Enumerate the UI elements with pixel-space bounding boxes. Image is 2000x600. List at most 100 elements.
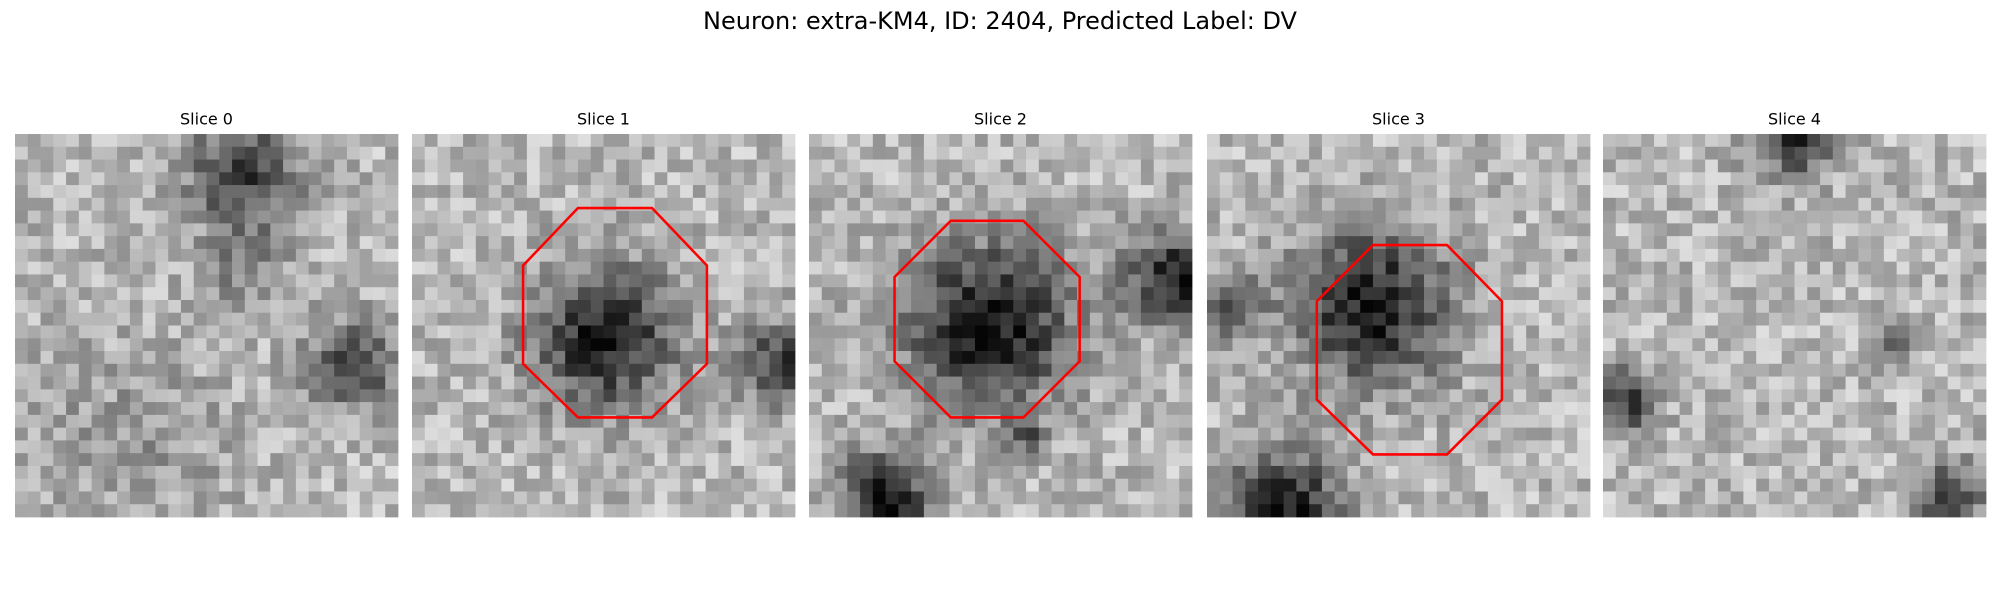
pixel <box>104 197 118 211</box>
pixel <box>1628 261 1642 275</box>
pixel <box>898 491 912 505</box>
pixel <box>847 389 861 403</box>
pixel <box>372 146 386 160</box>
pixel <box>1896 478 1910 492</box>
pixel <box>552 491 566 505</box>
pixel <box>616 427 630 441</box>
pixel <box>40 146 54 160</box>
pixel <box>450 299 464 314</box>
pixel <box>1360 248 1374 263</box>
pixel <box>514 491 528 505</box>
pixel <box>821 299 835 314</box>
pixel <box>769 491 783 505</box>
pixel <box>1717 223 1732 237</box>
pixel <box>731 236 745 250</box>
pixel <box>565 351 579 365</box>
pixel <box>962 312 976 326</box>
pixel <box>334 312 348 326</box>
pixel <box>1487 325 1502 339</box>
pixel <box>1398 414 1412 429</box>
pixel <box>1551 414 1565 429</box>
pixel <box>1538 210 1553 224</box>
pixel <box>1424 134 1438 148</box>
pixel <box>1089 146 1104 160</box>
pixel <box>321 159 335 173</box>
pixel <box>193 197 207 211</box>
pixel <box>437 389 451 403</box>
pixel <box>872 146 886 160</box>
pixel <box>1781 261 1795 275</box>
pixel <box>346 172 361 186</box>
pixel <box>1679 338 1693 352</box>
pixel <box>1564 351 1578 365</box>
pixel <box>782 172 796 186</box>
pixel <box>718 389 732 403</box>
pixel <box>40 351 54 365</box>
pixel <box>168 312 182 326</box>
pixel <box>1781 287 1795 301</box>
pixel <box>193 478 207 492</box>
pixel <box>1436 287 1450 301</box>
pixel <box>731 159 745 173</box>
pixel <box>1475 248 1489 263</box>
pixel <box>1424 465 1438 480</box>
pixel <box>590 389 604 403</box>
pixel <box>1603 312 1617 326</box>
pixel <box>1462 453 1476 467</box>
pixel <box>359 159 373 173</box>
pixel <box>1705 134 1719 148</box>
pixel <box>295 478 310 492</box>
pixel <box>1526 287 1540 301</box>
pixel <box>488 414 502 429</box>
pixel <box>860 185 874 199</box>
pixel <box>782 427 796 441</box>
pixel <box>463 402 477 416</box>
pixel <box>1153 504 1167 518</box>
pixel <box>1922 427 1936 441</box>
pixel <box>1603 236 1617 250</box>
pixel <box>1321 197 1336 211</box>
pixel <box>129 363 144 377</box>
pixel <box>526 478 541 492</box>
pixel <box>756 338 770 352</box>
pixel <box>501 159 515 173</box>
pixel <box>847 172 861 186</box>
pixel <box>1166 287 1180 301</box>
pixel <box>1219 223 1233 237</box>
pixel <box>565 376 579 390</box>
pixel <box>1832 236 1846 250</box>
pixel <box>565 185 579 199</box>
pixel <box>1871 274 1885 288</box>
pixel <box>78 389 92 403</box>
pixel <box>463 389 477 403</box>
pixel <box>1692 146 1706 160</box>
pixel <box>1858 172 1872 186</box>
pixel <box>1705 504 1719 518</box>
pixel <box>27 465 41 480</box>
pixel <box>1166 414 1180 429</box>
pixel <box>1102 363 1116 377</box>
pixel <box>1270 338 1284 352</box>
pixel <box>1628 363 1642 377</box>
pixel <box>1385 287 1399 301</box>
pixel <box>1462 351 1476 365</box>
pixel <box>1705 185 1719 199</box>
pixel <box>1794 312 1808 326</box>
pixel <box>847 287 861 301</box>
pixel <box>1115 146 1129 160</box>
pixel <box>53 363 67 377</box>
pixel <box>1934 223 1949 237</box>
pixel <box>1526 274 1540 288</box>
pixel <box>680 351 694 365</box>
pixel <box>412 389 426 403</box>
pixel <box>936 236 950 250</box>
pixel <box>782 159 796 173</box>
pixel <box>1436 440 1450 454</box>
pixel <box>1781 274 1795 288</box>
pixel <box>1270 197 1284 211</box>
pixel <box>1436 465 1450 480</box>
pixel <box>257 312 271 326</box>
pixel <box>295 504 310 518</box>
pixel <box>1845 478 1859 492</box>
pixel <box>692 478 707 492</box>
